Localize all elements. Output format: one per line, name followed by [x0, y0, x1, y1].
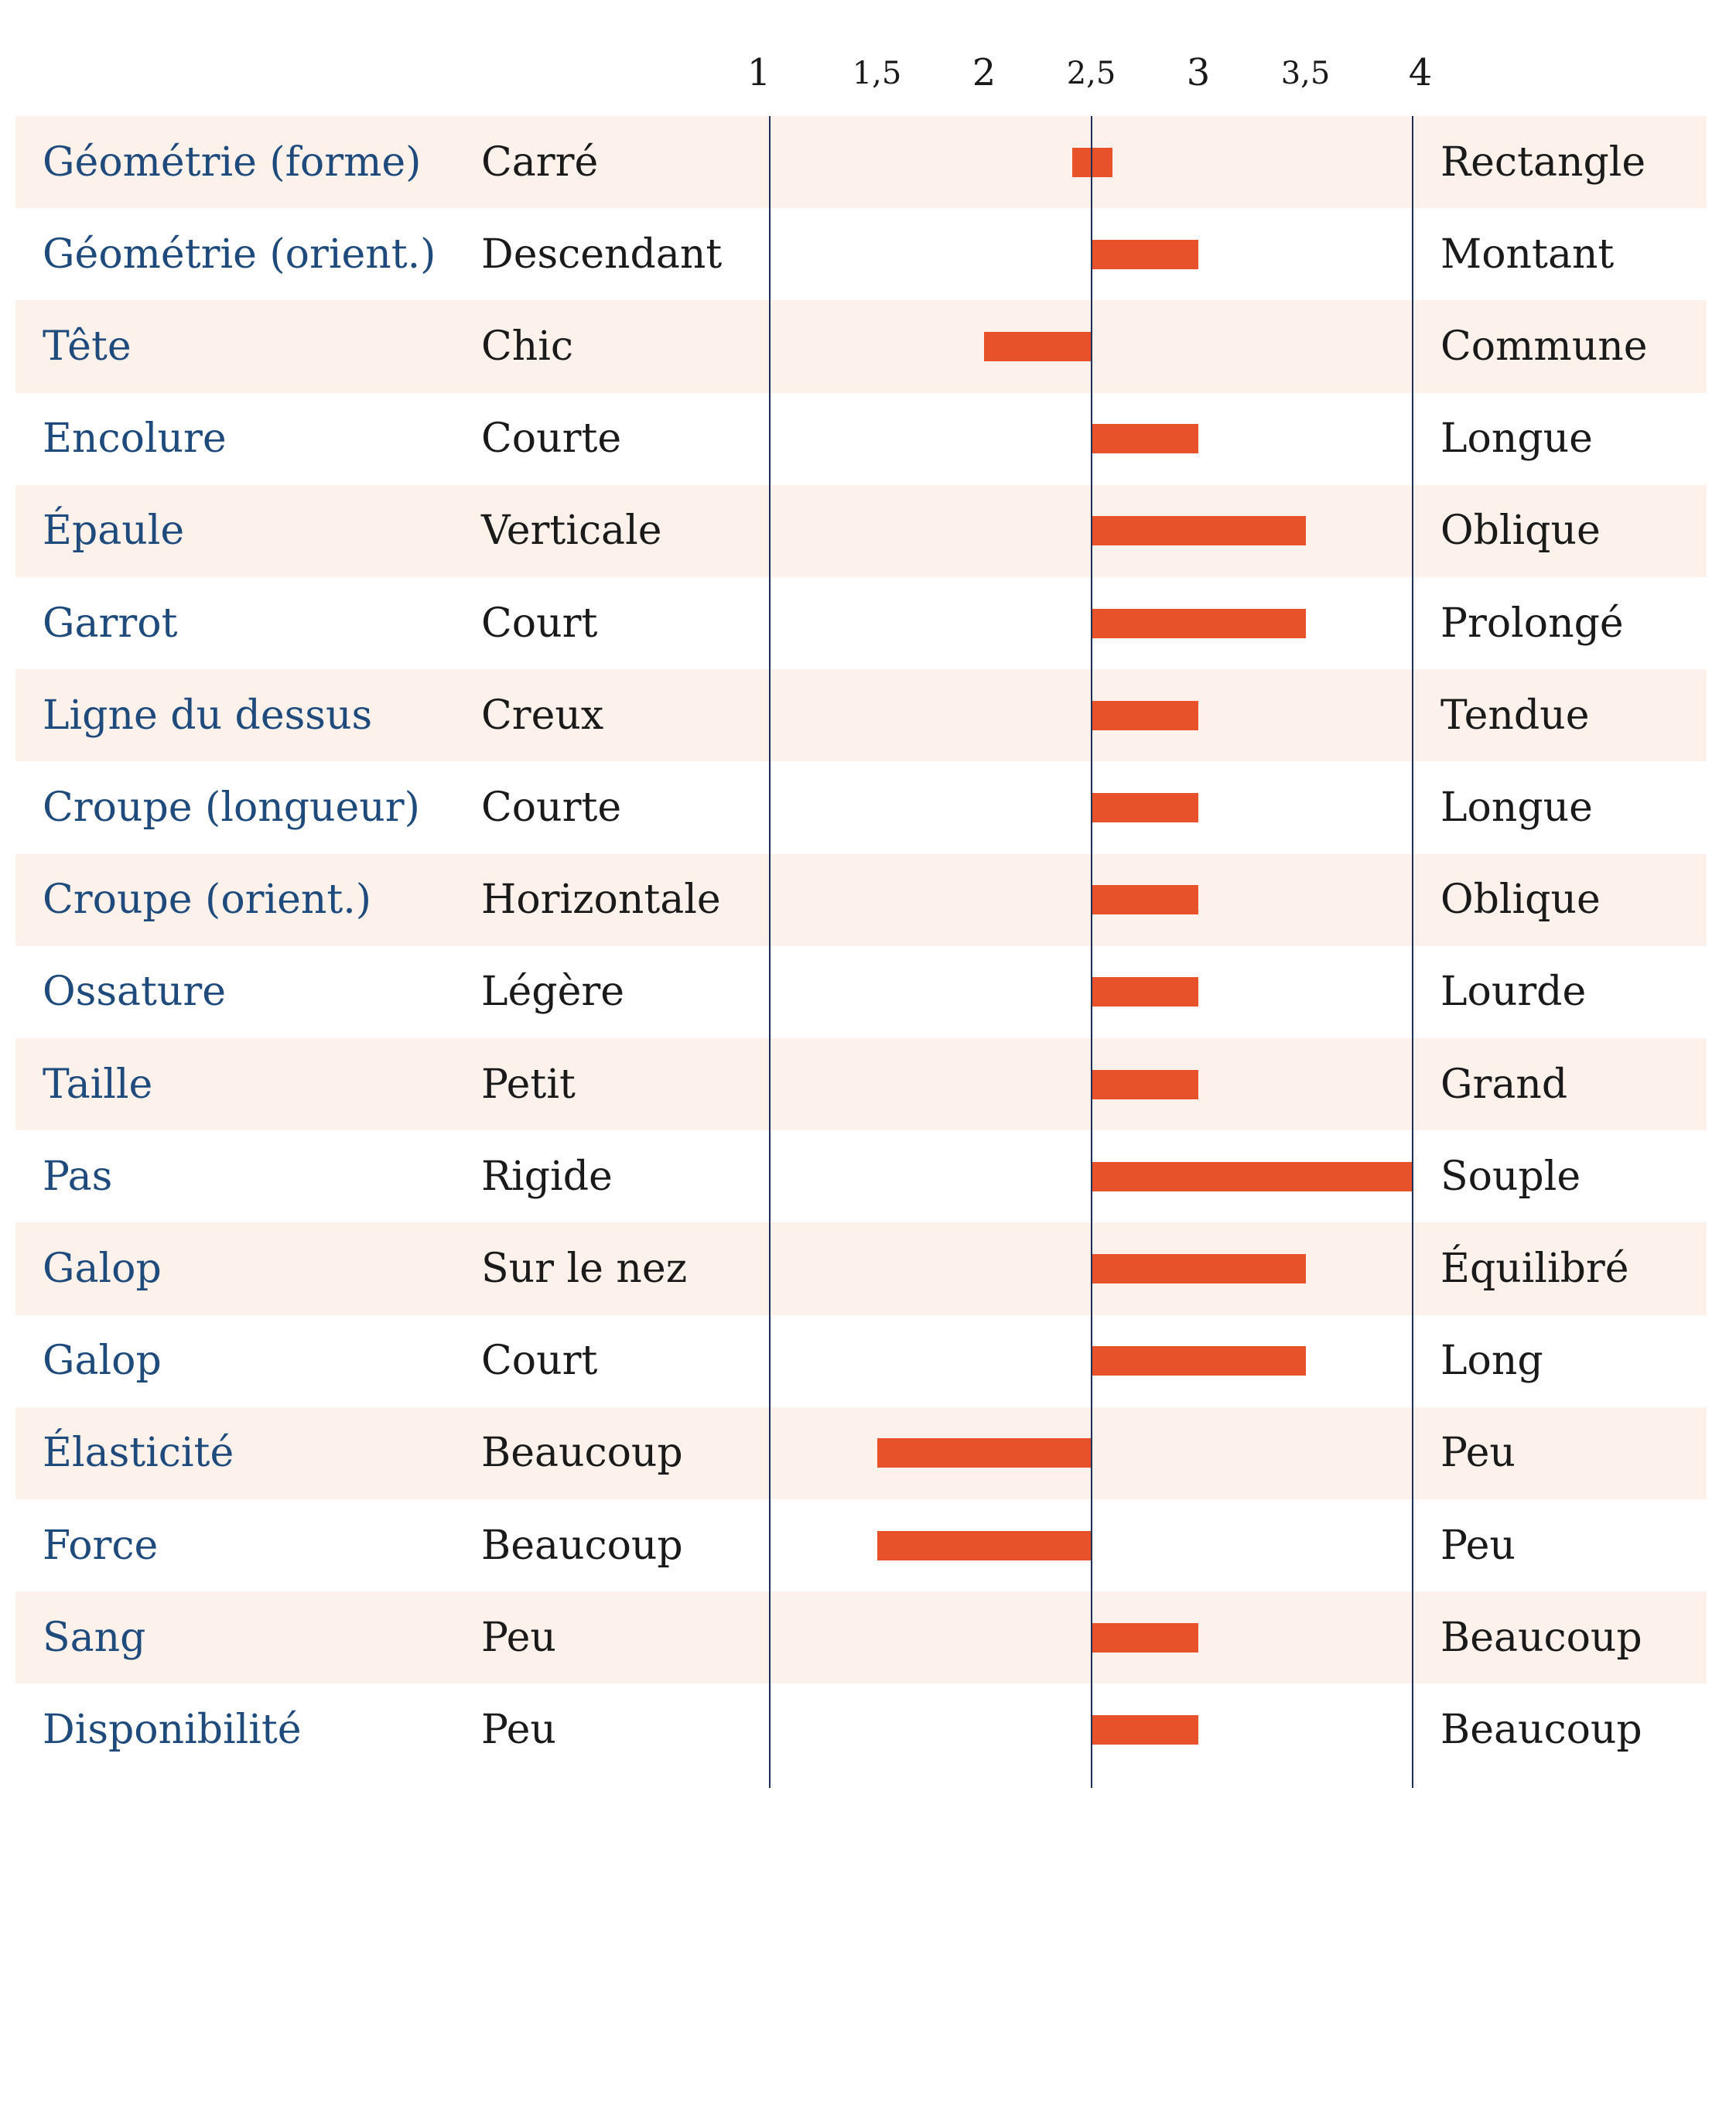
high-pole-label: Rectangle: [1440, 138, 1646, 186]
bar: [1091, 516, 1306, 546]
axis-line: [1090, 116, 1092, 1788]
trait-label: Épaule: [43, 508, 185, 555]
trait-label: Ligne du dessus: [43, 692, 373, 739]
bar: [1091, 977, 1198, 1007]
low-pole-label: Sur le nez: [481, 1246, 688, 1292]
trait-label: Géométrie (forme): [43, 138, 422, 186]
x-tick-label: 1,5: [852, 56, 902, 91]
low-pole-label: Beaucoup: [481, 1430, 683, 1477]
high-pole-label: Beaucoup: [1440, 1707, 1642, 1753]
trait-label: Tête: [43, 323, 132, 370]
high-pole-label: Grand: [1440, 1061, 1568, 1108]
high-pole-label: Prolongé: [1440, 600, 1624, 647]
trait-label: Géométrie (orient.): [43, 231, 436, 278]
high-pole-label: Montant: [1440, 231, 1615, 278]
high-pole-label: Tendue: [1440, 692, 1590, 739]
trait-label: Croupe (orient.): [43, 877, 372, 924]
trait-label: Encolure: [43, 415, 227, 463]
bar: [1091, 1346, 1306, 1376]
low-pole-label: Creux: [481, 692, 604, 739]
bar: [1071, 147, 1113, 177]
low-pole-label: Descendant: [481, 231, 723, 278]
high-pole-label: Souple: [1440, 1153, 1581, 1200]
high-pole-label: Oblique: [1440, 877, 1601, 924]
high-pole-label: Long: [1440, 1338, 1543, 1385]
high-pole-label: Lourde: [1440, 969, 1587, 1016]
trait-label: Taille: [43, 1061, 153, 1108]
trait-label: Sang: [43, 1614, 146, 1661]
low-pole-label: Court: [481, 600, 598, 647]
bar: [877, 1530, 1092, 1560]
high-pole-label: Longue: [1440, 415, 1593, 463]
low-pole-label: Peu: [481, 1614, 556, 1661]
trait-label: Galop: [43, 1338, 162, 1385]
axis-line: [1412, 116, 1413, 1788]
high-pole-label: Équilibré: [1440, 1246, 1629, 1292]
low-pole-label: Court: [481, 1338, 598, 1385]
trait-label: Garrot: [43, 600, 178, 647]
trait-label: Disponibilité: [43, 1707, 302, 1753]
high-pole-label: Oblique: [1440, 508, 1601, 555]
row-band: [15, 300, 1707, 393]
high-pole-label: Commune: [1440, 323, 1648, 370]
bar: [1091, 608, 1306, 638]
trait-label: Élasticité: [43, 1430, 234, 1477]
x-tick-label: 2,5: [1066, 56, 1116, 91]
low-pole-label: Carré: [481, 138, 599, 186]
x-tick-label: 1: [747, 51, 771, 94]
bar: [1091, 700, 1198, 730]
trait-label: Force: [43, 1522, 159, 1569]
bar: [1091, 424, 1198, 454]
axis-line: [769, 116, 771, 1788]
low-pole-label: Courte: [481, 784, 622, 831]
row-band: [15, 669, 1707, 762]
row-band: [15, 116, 1707, 209]
low-pole-label: Beaucoup: [481, 1522, 683, 1569]
bar: [1091, 793, 1198, 822]
row-band: [15, 1406, 1707, 1499]
trait-label: Galop: [43, 1246, 162, 1292]
x-tick-label: 4: [1408, 51, 1433, 94]
row-band: [15, 484, 1707, 577]
bar: [877, 1438, 1092, 1468]
low-pole-label: Petit: [481, 1061, 576, 1108]
trait-label: Pas: [43, 1153, 113, 1200]
x-tick-label: 3,5: [1280, 56, 1331, 91]
bar: [1091, 1069, 1198, 1099]
high-pole-label: Peu: [1440, 1522, 1516, 1569]
bar: [1091, 239, 1198, 269]
low-pole-label: Rigide: [481, 1153, 613, 1200]
high-pole-label: Longue: [1440, 784, 1593, 831]
bar: [1091, 1622, 1198, 1653]
high-pole-label: Beaucoup: [1440, 1614, 1642, 1661]
high-pole-label: Peu: [1440, 1430, 1516, 1477]
x-tick-label: 3: [1186, 51, 1211, 94]
row-band: [15, 1591, 1707, 1684]
x-tick-label: 2: [972, 51, 996, 94]
trait-label: Croupe (longueur): [43, 784, 420, 831]
low-pole-label: Verticale: [481, 508, 662, 555]
row-band: [15, 853, 1707, 946]
bar: [1091, 885, 1198, 915]
low-pole-label: Peu: [481, 1707, 556, 1753]
low-pole-label: Légère: [481, 969, 624, 1016]
low-pole-label: Horizontale: [481, 877, 721, 924]
bar: [1091, 1254, 1306, 1283]
bar: [1091, 1161, 1413, 1191]
low-pole-label: Courte: [481, 415, 622, 463]
bar: [984, 332, 1092, 361]
row-band: [15, 1222, 1707, 1315]
low-pole-label: Chic: [481, 323, 574, 370]
bar: [1091, 1715, 1198, 1745]
row-band: [15, 1038, 1707, 1131]
trait-label: Ossature: [43, 969, 227, 1016]
